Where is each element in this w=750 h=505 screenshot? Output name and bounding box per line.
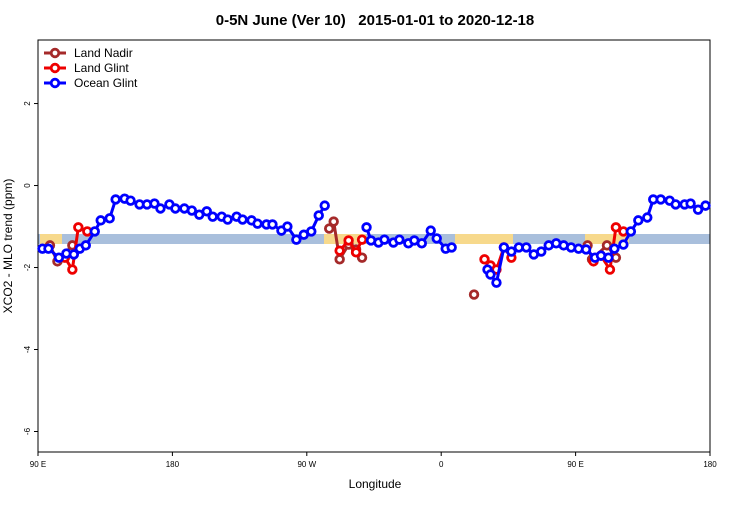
data-point: [43, 243, 54, 254]
data-point: [80, 240, 91, 251]
data-point: [485, 269, 496, 280]
y-tick-label: -2: [23, 263, 32, 271]
data-point: [379, 234, 390, 245]
x-tick-label: 90 E: [30, 460, 46, 469]
data-point: [603, 252, 614, 263]
data-point: [479, 254, 490, 265]
legend-marker: [49, 47, 61, 59]
data-point: [491, 277, 502, 288]
data-point: [350, 247, 362, 258]
data-point: [324, 223, 335, 234]
data-point: [73, 222, 84, 233]
data-point: [642, 212, 653, 223]
data-point: [425, 225, 436, 236]
y-axis-label: XCO2 - MLO trend (ppm): [1, 179, 15, 314]
data-point: [498, 242, 510, 253]
data-point: [609, 243, 620, 254]
data-point: [692, 204, 704, 215]
land-band: [455, 234, 513, 244]
data-point: [446, 242, 457, 253]
data-point: [416, 238, 427, 249]
legend-label: Land Glint: [74, 61, 129, 75]
data-point: [394, 234, 405, 245]
data-point: [536, 246, 547, 257]
data-point: [319, 200, 330, 211]
data-point: [356, 234, 368, 245]
plot-frame: [37, 39, 711, 453]
data-point: [431, 233, 442, 244]
data-point: [282, 221, 293, 232]
data-point: [67, 264, 78, 275]
data-point: [170, 203, 181, 214]
data-point: [625, 226, 637, 237]
x-tick-label: 180: [703, 460, 717, 469]
data-point: [506, 246, 517, 257]
legend-label: Land Nadir: [74, 46, 133, 60]
land-band: [585, 234, 629, 244]
data-point: [313, 210, 324, 221]
data-point: [186, 205, 198, 216]
data-point: [252, 218, 263, 229]
data-point: [655, 194, 666, 205]
data-point: [89, 226, 100, 237]
data-point: [685, 198, 696, 209]
data-point: [104, 213, 115, 224]
data-point: [68, 249, 80, 260]
y-tick-label: -6: [23, 427, 32, 435]
legend-marker: [49, 62, 61, 74]
data-point: [604, 264, 616, 275]
y-tick-label: -4: [23, 345, 32, 353]
land-band: [40, 234, 62, 244]
data-point: [670, 199, 681, 210]
data-point: [633, 215, 644, 226]
y-tick-label: 0: [23, 183, 32, 188]
data-point: [334, 245, 345, 256]
data-point: [700, 200, 711, 211]
legend-label: Ocean Glint: [74, 76, 138, 90]
data-point: [328, 216, 339, 227]
data-point: [125, 195, 136, 206]
x-tick-label: 180: [166, 460, 180, 469]
data-point: [468, 289, 480, 300]
data-point: [343, 235, 354, 246]
data-point: [53, 252, 65, 263]
x-tick-label: 0: [439, 460, 444, 469]
data-point: [155, 203, 166, 214]
data-point: [95, 215, 106, 226]
data-point: [222, 214, 233, 225]
data-point: [306, 226, 317, 237]
data-point: [291, 234, 302, 245]
data-point: [237, 214, 248, 225]
x-tick-label: 90 W: [297, 460, 316, 469]
y-tick-label: 2: [23, 101, 32, 106]
data-point: [361, 222, 372, 233]
data-point: [110, 194, 121, 205]
data-point: [356, 252, 368, 263]
legend-marker: [49, 77, 61, 89]
x-tick-label: 90 E: [567, 460, 583, 469]
data-point: [334, 254, 345, 265]
data-point: [610, 222, 622, 233]
x-axis-label: Longitude: [349, 477, 402, 491]
data-point: [521, 242, 532, 253]
chart-title: 0-5N June (Ver 10) 2015-01-01 to 2020-12…: [216, 12, 535, 29]
data-point: [267, 219, 278, 230]
data-point: [201, 206, 212, 217]
data-point: [207, 211, 218, 222]
data-point: [580, 244, 592, 255]
data-point: [618, 239, 629, 250]
